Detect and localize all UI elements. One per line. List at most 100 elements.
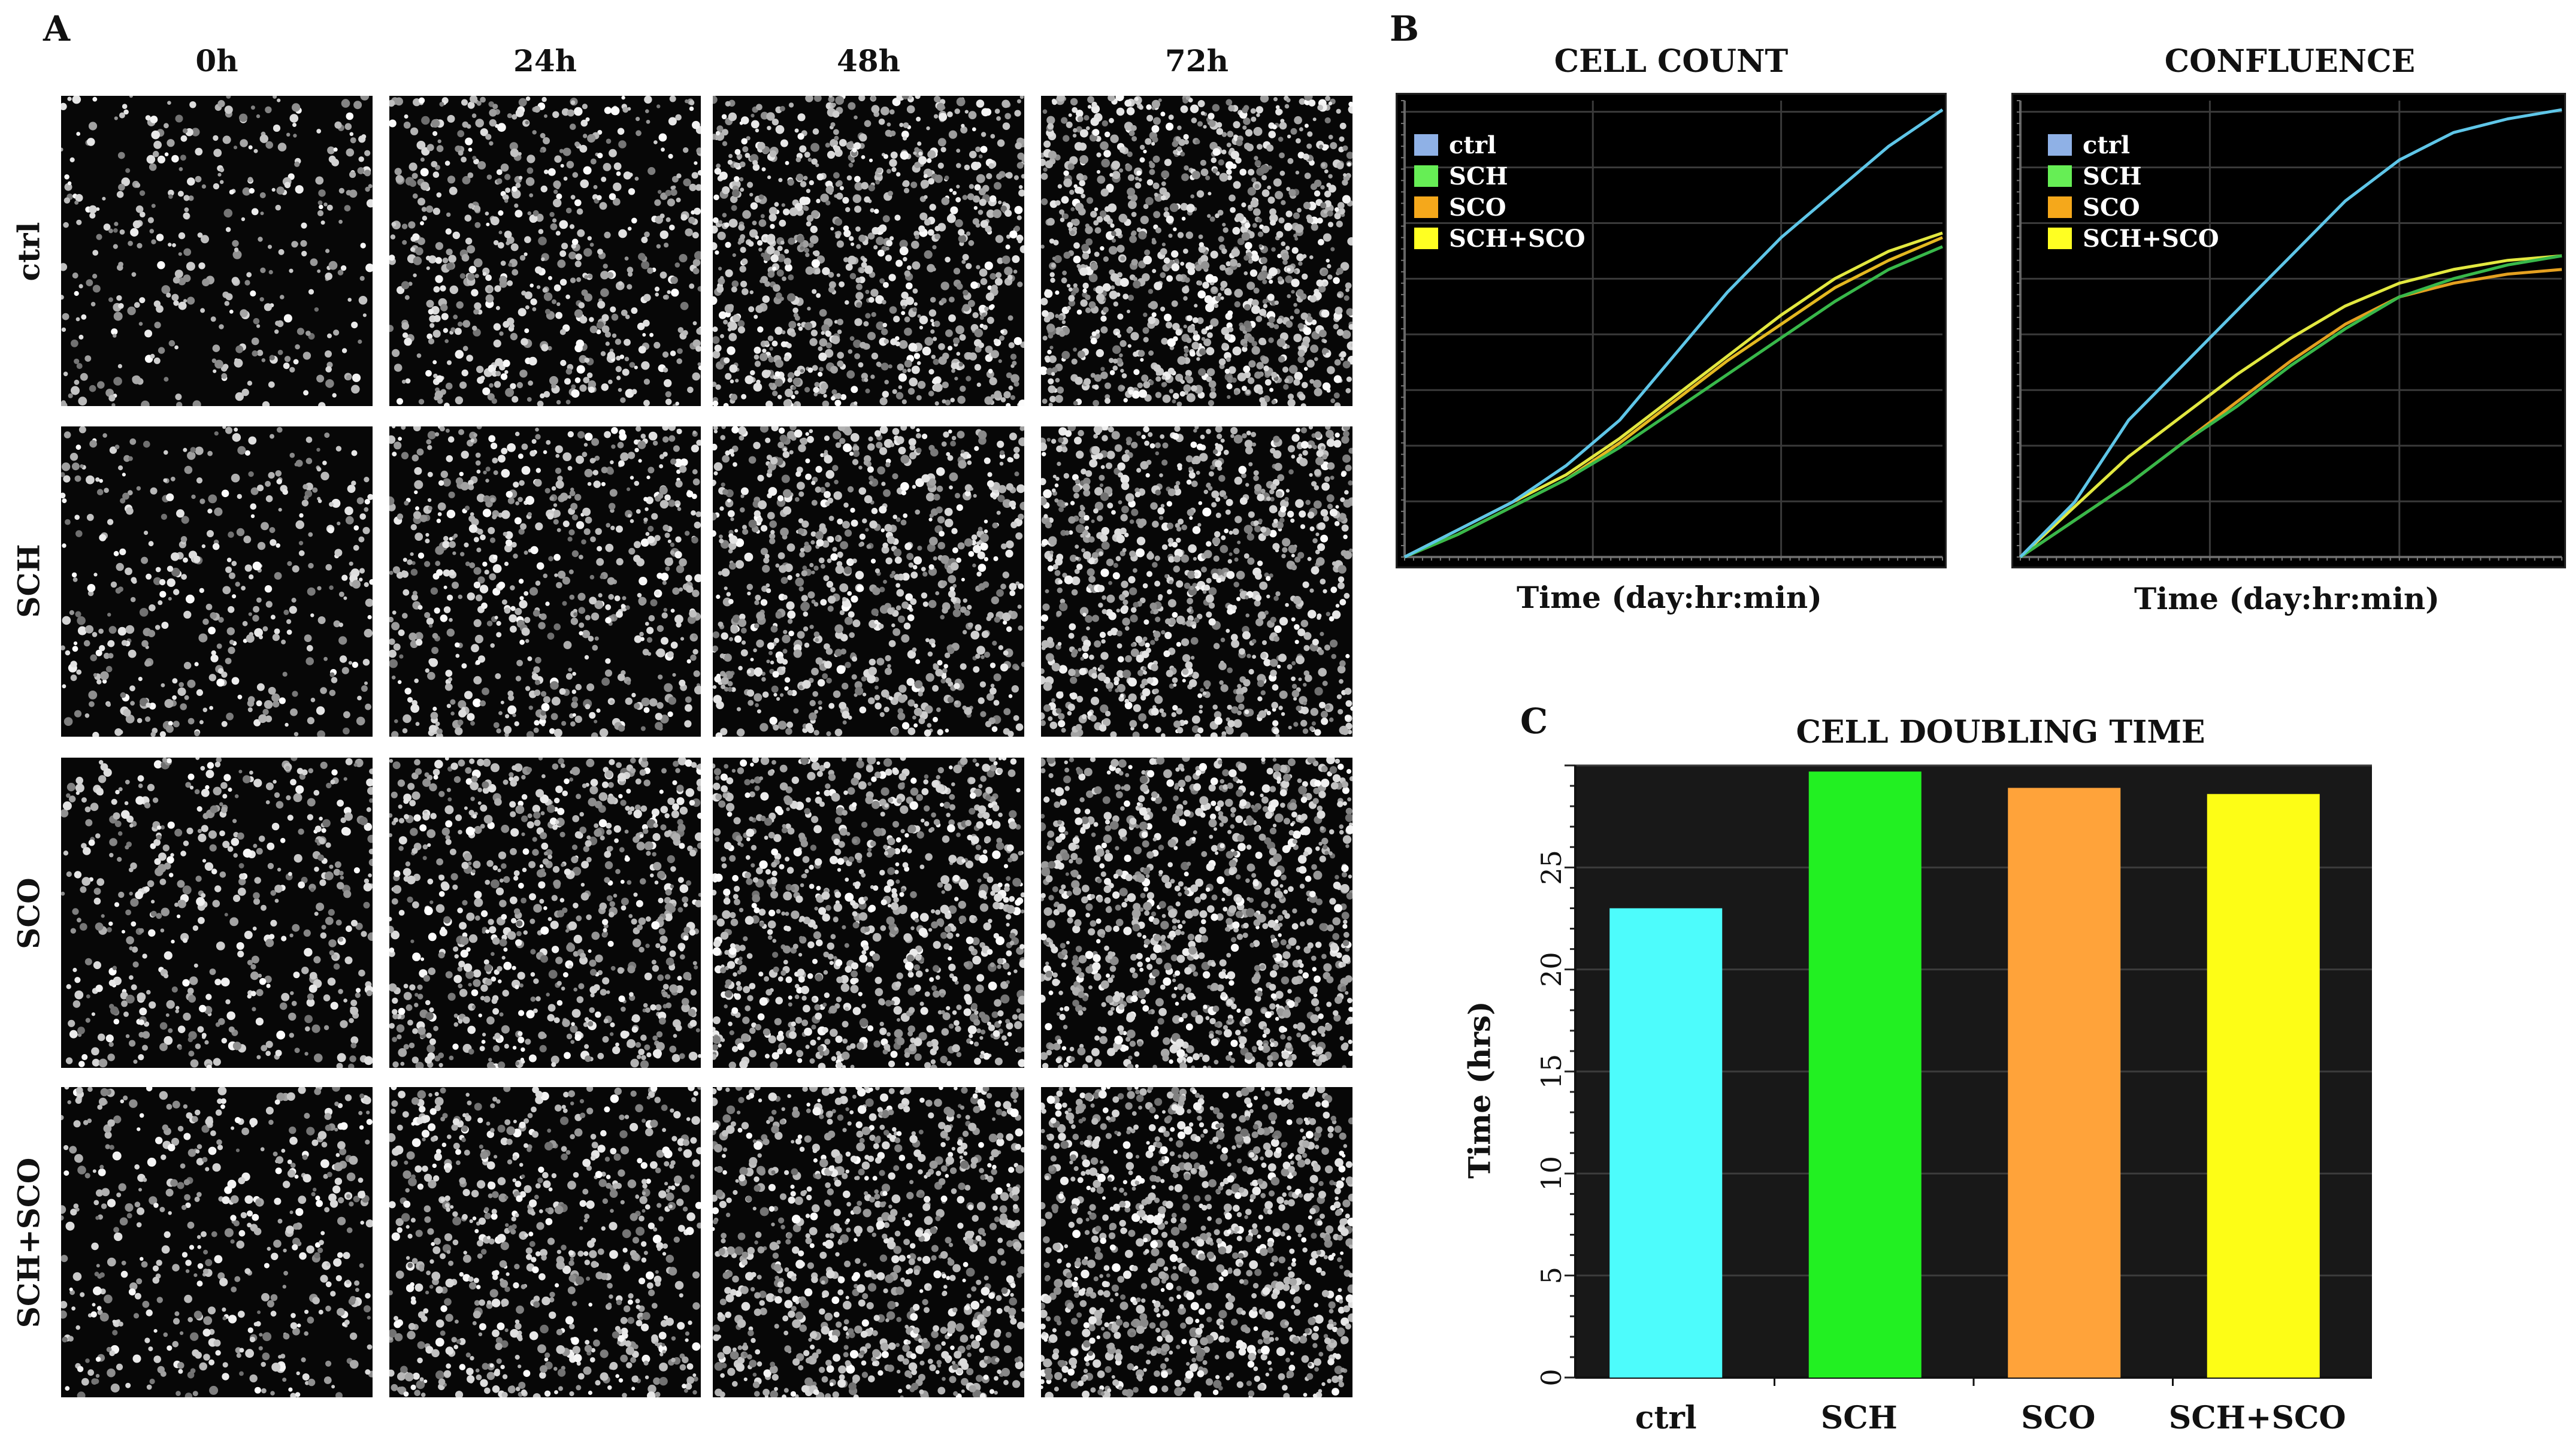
column-label-0h: 0h (195, 43, 238, 78)
micrograph-texture (61, 426, 373, 737)
legend-item-sch-sco-2: SCH+SCO (2048, 223, 2219, 254)
legend-swatch-sch-sco (1414, 228, 1438, 249)
micrograph-sch-sco-48h (713, 1087, 1024, 1397)
y-tick-label: 20 (1535, 952, 1568, 987)
micrograph-texture (713, 1087, 1024, 1397)
row-label-sco: SCO (11, 877, 47, 949)
row-label-sch: SCH (11, 544, 47, 618)
cell-count-legend: ctrl SCH SCO SCH+SCO (1414, 129, 1585, 254)
legend-item-sch-sco: SCH+SCO (1414, 223, 1585, 254)
micrograph-sch-0h (61, 426, 373, 737)
legend-item-ctrl: ctrl (1414, 129, 1585, 161)
legend-item-ctrl-2: ctrl (2048, 129, 2219, 161)
panel-letter-c: C (1520, 701, 1548, 741)
micrograph-texture (389, 96, 701, 406)
row-label-sch-sco: SCH+SCO (11, 1157, 47, 1328)
micrograph-texture (713, 426, 1024, 737)
x-tick-label: SCO (2021, 1400, 2095, 1436)
micrograph-texture (1041, 426, 1352, 737)
series-line-sch (1404, 245, 1943, 559)
micrograph-ctrl-24h (389, 96, 701, 406)
micrograph-texture (1041, 758, 1352, 1068)
legend-item-sch: SCH (1414, 161, 1585, 192)
legend-label-sch-2: SCH (2083, 162, 2142, 190)
panel-letter-b: B (1390, 8, 1420, 49)
gridlines (2020, 101, 2562, 557)
bar-sch-sco (2207, 794, 2320, 1378)
y-tick-label: 15 (1535, 1054, 1568, 1089)
micrograph-sch-sco-0h (61, 1087, 373, 1397)
confluence-legend: ctrl SCH SCO SCH+SCO (2048, 129, 2219, 254)
column-label-48h: 48h (837, 43, 900, 78)
micrograph-texture (389, 426, 701, 737)
y-axis-title: Time (hrs) (1462, 1001, 1497, 1178)
micrograph-texture (713, 758, 1024, 1068)
column-label-24h: 24h (513, 43, 577, 78)
micrograph-sch-sco-72h (1041, 1087, 1352, 1397)
legend-swatch-ctrl-2 (2048, 134, 2072, 156)
legend-label-sch-sco: SCH+SCO (1449, 224, 1585, 253)
micrograph-sco-0h (61, 758, 373, 1068)
micrograph-sch-sco-24h (389, 1087, 701, 1397)
x-tick-label: SCH+SCO (2169, 1400, 2346, 1436)
micrograph-sco-48h (713, 758, 1024, 1068)
series-line-sch-sco (2019, 254, 2562, 558)
legend-item-sco: SCO (1414, 192, 1585, 223)
micrograph-sch-72h (1041, 426, 1352, 737)
row-label-ctrl: ctrl (11, 222, 47, 281)
confluence-plot: ctrl SCH SCO SCH+SCO (2011, 93, 2566, 568)
micrograph-texture (1041, 1087, 1352, 1397)
micrograph-texture (1041, 96, 1352, 406)
panel-letter-a: A (43, 8, 71, 49)
legend-swatch-ctrl (1414, 134, 1438, 156)
legend-swatch-sch (1414, 165, 1438, 187)
legend-label-sco: SCO (1449, 193, 1506, 222)
y-tick-label: 10 (1535, 1156, 1568, 1191)
legend-item-sch-2: SCH (2048, 161, 2219, 192)
micrograph-sco-72h (1041, 758, 1352, 1068)
micrograph-sch-24h (389, 426, 701, 737)
gridlines (1405, 101, 1942, 557)
legend-label-ctrl: ctrl (1449, 131, 1497, 159)
series-line-sch (2019, 254, 2562, 559)
legend-swatch-sch-2 (2048, 165, 2072, 187)
series-line-ctrl (2019, 108, 2562, 558)
legend-label-sco-2: SCO (2083, 193, 2140, 222)
x-tick-label: SCH (1821, 1400, 1898, 1436)
y-tick-label: 0 (1535, 1369, 1568, 1386)
micrograph-sco-24h (389, 758, 701, 1068)
micrograph-texture (61, 96, 373, 406)
cell-count-x-axis-title: Time (day:hr:min) (1517, 580, 1822, 615)
micrograph-texture (61, 1087, 373, 1397)
bar-ctrl (1609, 908, 1723, 1378)
micrograph-ctrl-72h (1041, 96, 1352, 406)
y-tick-label: 5 (1535, 1267, 1568, 1284)
doubling-time-plot: 0 5 10 15 20 25 Time (hrs) ctrl SCH SCO SCH+SCO (1462, 764, 2372, 1436)
legend-swatch-sco (1414, 196, 1438, 218)
y-tick-label: 25 (1535, 850, 1568, 885)
x-tick-label: ctrl (1635, 1400, 1697, 1436)
legend-swatch-sch-sco-2 (2048, 228, 2072, 249)
chart-title-cell-count: CELL COUNT (1554, 43, 1789, 80)
micrograph-sch-48h (713, 426, 1024, 737)
cell-count-plot: ctrl SCH SCO SCH+SCO (1396, 93, 1947, 568)
micrograph-texture (713, 96, 1024, 406)
series-line-ctrl (1403, 108, 1944, 559)
micrograph-ctrl-0h (61, 96, 373, 406)
legend-label-sch: SCH (1449, 162, 1508, 190)
legend-item-sco-2: SCO (2048, 192, 2219, 223)
bar-sco (2008, 788, 2121, 1378)
micrograph-texture (61, 758, 373, 1068)
legend-label-sch-sco-2: SCH+SCO (2083, 224, 2219, 253)
micrograph-texture (389, 1087, 701, 1397)
column-label-72h: 72h (1165, 43, 1229, 78)
chart-title-confluence: CONFLUENCE (2164, 43, 2416, 80)
bar-sch (1808, 771, 1922, 1378)
confluence-x-axis-title: Time (day:hr:min) (2134, 581, 2440, 616)
series-line-sch-sco (1403, 231, 1943, 559)
legend-swatch-sco-2 (2048, 196, 2072, 218)
micrograph-texture (389, 758, 701, 1068)
legend-label-ctrl-2: ctrl (2083, 131, 2131, 159)
micrograph-ctrl-48h (713, 96, 1024, 406)
series-line-sco (2019, 268, 2562, 559)
